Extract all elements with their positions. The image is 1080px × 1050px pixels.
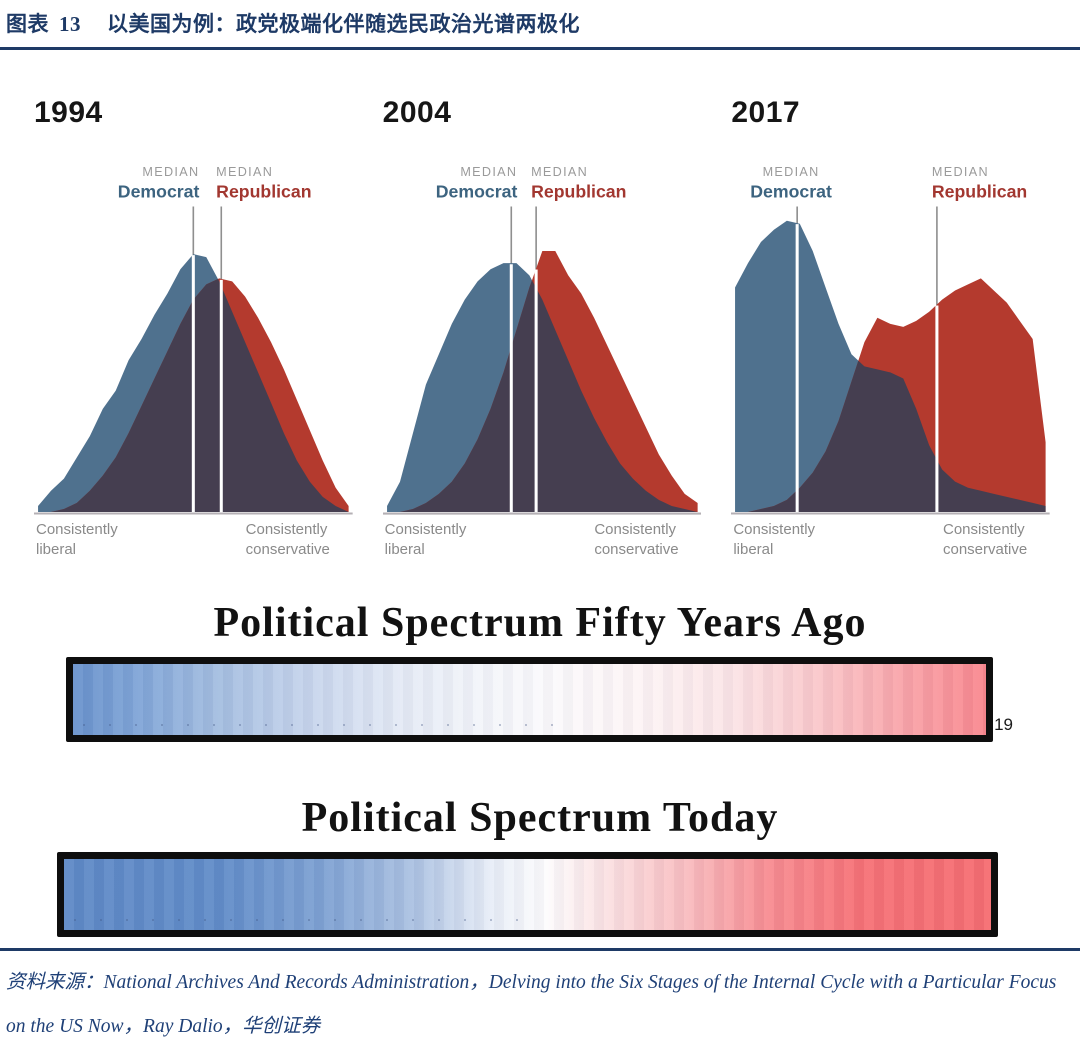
svg-text:MEDIAN: MEDIAN — [460, 165, 517, 179]
svg-text:Republican: Republican — [932, 181, 1027, 201]
axis-label-conservative: Consistently conservative — [594, 520, 699, 561]
spectrum-gradient-bar: 19 — [66, 657, 993, 742]
axis-labels: Consistently liberal Consistently conser… — [731, 520, 1050, 561]
axis-label-liberal: Consistently liberal — [385, 520, 490, 561]
svg-text:Republican: Republican — [216, 181, 311, 201]
svg-text:MEDIAN: MEDIAN — [531, 165, 588, 179]
svg-text:Republican: Republican — [531, 181, 626, 201]
page-number-annotation: 19 — [994, 715, 1013, 735]
year-label: 2004 — [383, 96, 702, 130]
chart-2017: 2017 MEDIAN Democrat MEDIAN Republican Cons… — [731, 96, 1050, 561]
figure-title: 以美国为例：政党极端化伴随选民政治光谱两极化 — [107, 12, 580, 36]
spectrum-title: Political Spectrum Fifty Years Ago — [0, 599, 1080, 647]
svg-text:MEDIAN: MEDIAN — [763, 165, 820, 179]
tick-marks — [83, 724, 558, 726]
axis-labels: Consistently liberal Consistently conser… — [383, 520, 702, 561]
header-rule — [0, 47, 1080, 50]
svg-text:Democrat: Democrat — [435, 181, 517, 201]
svg-text:Democrat: Democrat — [118, 181, 200, 201]
source-text: 资料来源：National Archives And Records Admin… — [0, 951, 1080, 1050]
axis-label-conservative: Consistently conservative — [246, 520, 351, 561]
tick-marks — [74, 919, 519, 921]
distribution-chart-svg: MEDIAN Democrat MEDIAN Republican — [731, 160, 1050, 516]
chart-1994: 1994 MEDIAN Democrat MEDIAN Republican Cons… — [34, 96, 353, 561]
axis-label-liberal: Consistently liberal — [36, 520, 141, 561]
axis-label-conservative: Consistently conservative — [943, 520, 1048, 561]
figure-label: 图表 — [6, 12, 49, 36]
svg-text:Democrat: Democrat — [751, 181, 833, 201]
distribution-chart-svg: MEDIAN Democrat MEDIAN Republican — [34, 160, 353, 516]
polarization-charts: 1994 MEDIAN Democrat MEDIAN Republican Cons… — [0, 96, 1080, 561]
year-label: 1994 — [34, 96, 353, 130]
axis-label-liberal: Consistently liberal — [733, 520, 838, 561]
spectrum-today: Political Spectrum Today — [0, 794, 1080, 937]
chart-2004: 2004 MEDIAN Democrat MEDIAN Republican Cons… — [383, 96, 702, 561]
spectrum-title: Political Spectrum Today — [0, 794, 1080, 842]
distribution-chart-svg: MEDIAN Democrat MEDIAN Republican — [383, 160, 702, 516]
figure-header: 图表 13 以美国为例：政党极端化伴随选民政治光谱两极化 — [0, 0, 1080, 38]
spectrum-gradient-bar — [57, 852, 998, 937]
spectrum-fifty-years-ago: Political Spectrum Fifty Years Ago 19 — [0, 599, 1080, 742]
figure-footer: 资料来源：National Archives And Records Admin… — [0, 948, 1080, 1050]
svg-text:MEDIAN: MEDIAN — [932, 165, 989, 179]
axis-labels: Consistently liberal Consistently conser… — [34, 520, 353, 561]
figure-number: 13 — [59, 12, 81, 36]
svg-text:MEDIAN: MEDIAN — [142, 165, 199, 179]
year-label: 2017 — [731, 96, 1050, 130]
svg-text:MEDIAN: MEDIAN — [216, 165, 273, 179]
